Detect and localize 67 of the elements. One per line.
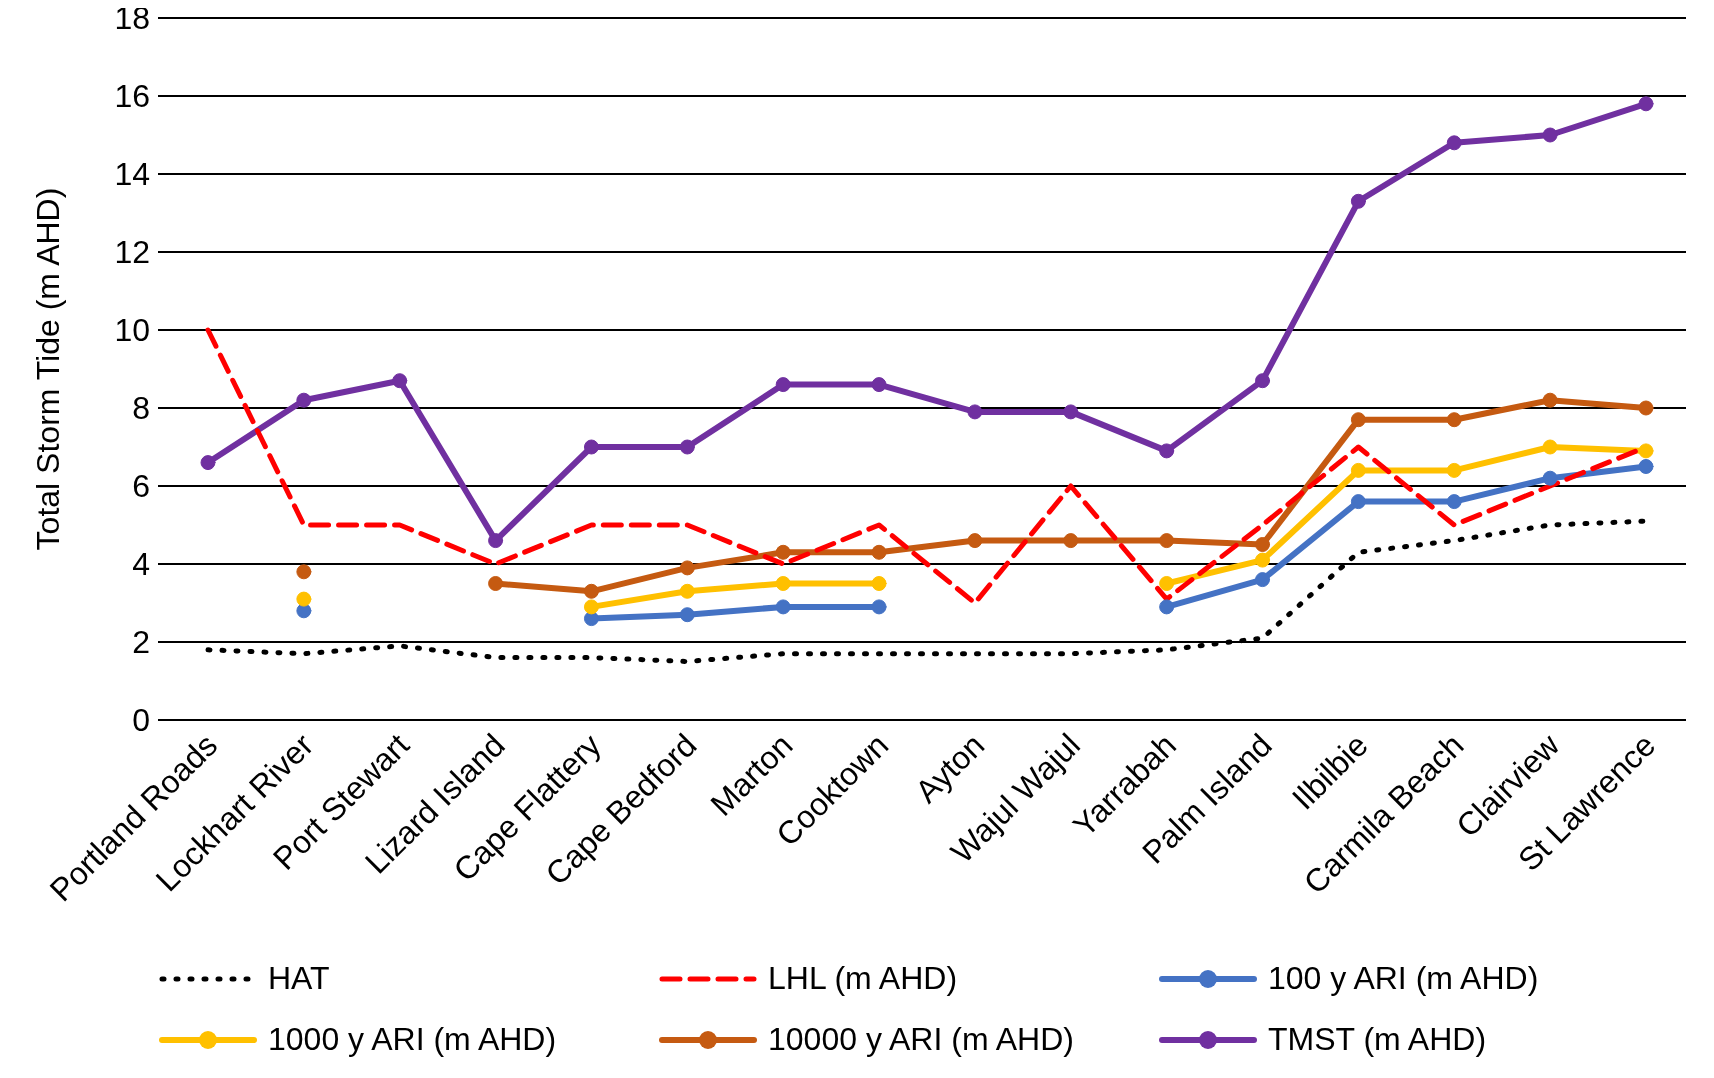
point [871, 544, 887, 560]
point [1446, 494, 1462, 510]
y-tick-label: 0 [132, 702, 150, 739]
point [1446, 135, 1462, 151]
point [583, 439, 599, 455]
point [1638, 459, 1654, 474]
point [1255, 537, 1271, 552]
point [392, 373, 408, 389]
point [871, 599, 887, 615]
point [679, 439, 695, 455]
point [967, 404, 983, 420]
point [1542, 470, 1558, 486]
y-tick-label: 12 [114, 234, 150, 271]
point [296, 392, 312, 408]
y-tick-label: 6 [132, 468, 150, 505]
point [1063, 533, 1079, 549]
point [200, 455, 216, 471]
point [775, 576, 791, 591]
y-tick-label: 10 [114, 312, 150, 349]
point [583, 599, 599, 615]
legend-label: HAT [268, 960, 330, 997]
point [1159, 599, 1175, 615]
point [583, 611, 599, 627]
legend-label: TMST (m AHD) [1268, 1021, 1487, 1058]
point [1350, 494, 1366, 510]
legend-label: LHL (m AHD) [768, 960, 958, 997]
point [1255, 552, 1271, 568]
y-tick-label: 2 [132, 624, 150, 661]
point [871, 576, 887, 591]
point [1255, 373, 1271, 389]
point [488, 576, 504, 591]
point [1063, 404, 1079, 420]
point [1159, 443, 1175, 459]
point [775, 377, 791, 393]
point [1159, 533, 1175, 549]
point [1542, 439, 1558, 455]
y-tick-label: 16 [114, 78, 150, 115]
point [1446, 462, 1462, 478]
point [1350, 462, 1366, 478]
point [679, 560, 695, 576]
point [1159, 576, 1175, 591]
point [1542, 392, 1558, 408]
y-tick-label: 8 [132, 390, 150, 427]
y-axis-title: Total Storm Tide (m AHD) [30, 187, 67, 551]
point [679, 583, 695, 599]
point [1638, 96, 1654, 112]
point [1638, 400, 1654, 416]
point [1255, 572, 1271, 588]
point [1542, 127, 1558, 143]
legend-label: 1000 y ARI (m AHD) [268, 1021, 557, 1058]
point [1638, 443, 1654, 459]
point [775, 599, 791, 615]
legend-label: 100 y ARI (m AHD) [1268, 960, 1539, 997]
point [1350, 412, 1366, 428]
point [775, 544, 791, 560]
point [679, 607, 695, 623]
point [1446, 412, 1462, 428]
point [583, 583, 599, 599]
legend-label: 10000 y ARI (m AHD) [768, 1021, 1074, 1058]
point [1350, 193, 1366, 209]
point [967, 533, 983, 549]
point [488, 533, 504, 549]
point [296, 591, 312, 607]
point [871, 377, 887, 393]
point [296, 564, 312, 580]
y-tick-label: 14 [114, 156, 150, 193]
y-tick-label: 4 [132, 546, 150, 583]
